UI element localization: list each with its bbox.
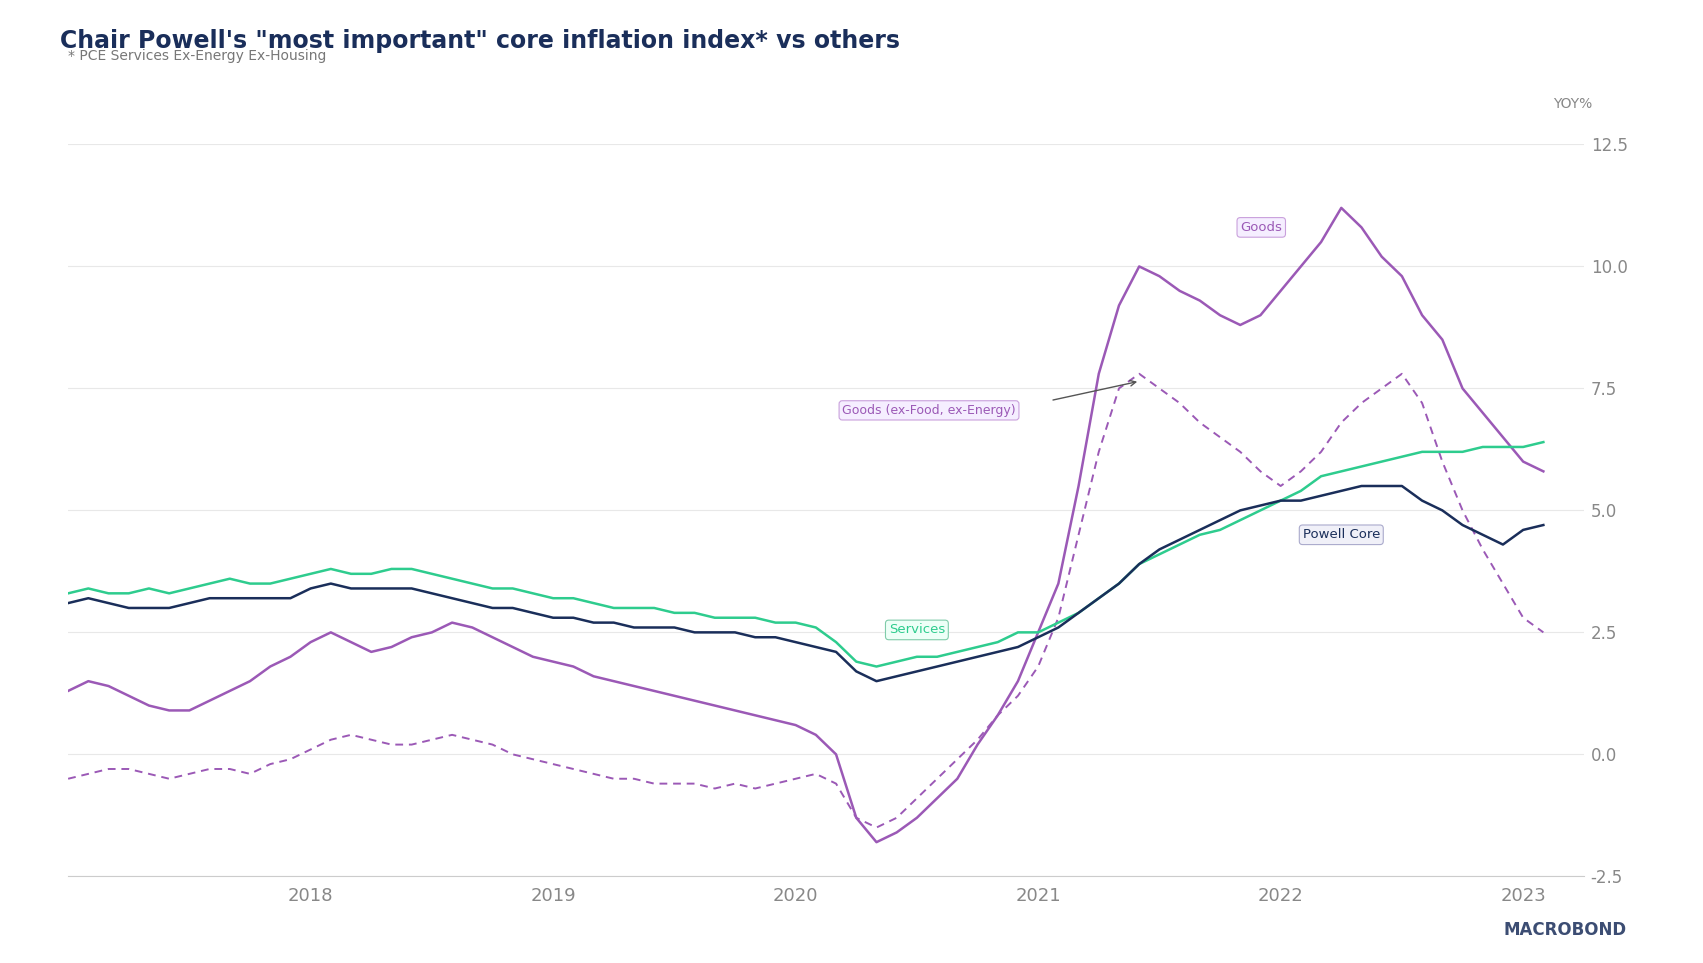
Text: Powell Core: Powell Core [1303,529,1379,541]
Text: Goods: Goods [1240,221,1282,234]
Text: YOY%: YOY% [1553,96,1592,111]
Text: MACROBOND: MACROBOND [1504,921,1626,939]
Text: Goods (ex-Food, ex-Energy): Goods (ex-Food, ex-Energy) [843,403,1015,417]
Text: * PCE Services Ex-Energy Ex-Housing: * PCE Services Ex-Energy Ex-Housing [68,49,327,64]
Text: Chair Powell's "most important" core inflation index* vs others: Chair Powell's "most important" core inf… [60,29,899,53]
Text: Services: Services [889,623,945,637]
